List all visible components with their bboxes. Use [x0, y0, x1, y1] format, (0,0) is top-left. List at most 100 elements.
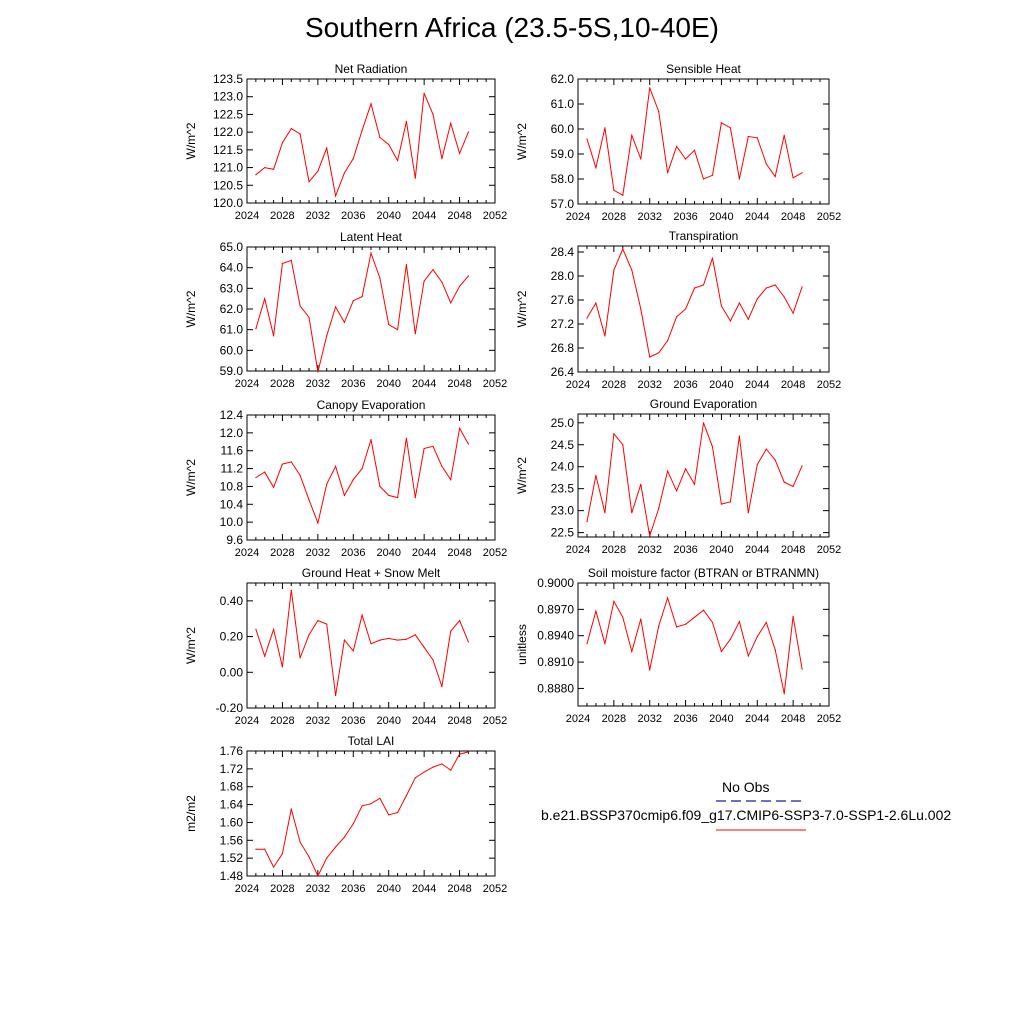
panel-2-ytick-label: 57.0 [551, 197, 575, 211]
panel-7-point [317, 619, 319, 622]
panel-9-point [335, 846, 337, 848]
panel-2-point [747, 135, 749, 138]
panel-2-point [685, 158, 687, 160]
panel-8-point [711, 621, 714, 624]
panel-9-xtick-label: 2036 [341, 883, 365, 895]
panel-9-point [397, 812, 399, 814]
panel-7-ylabel: W/m^2 [184, 627, 198, 664]
panel-4-point [595, 302, 597, 304]
panel-8-point [738, 621, 741, 623]
panel-7-point [299, 657, 301, 659]
panel-3-point [405, 264, 407, 266]
panel-3-point [441, 281, 443, 283]
panel-3-xtick-label: 2032 [306, 378, 330, 390]
panel-4-point [604, 335, 606, 337]
panel-3-point [308, 316, 310, 318]
panel-8-xtick-label: 2036 [673, 713, 697, 725]
panel-3-point [450, 302, 452, 304]
panel-1-xtick-label: 2024 [235, 210, 259, 222]
panel-1-xtick-label: 2028 [270, 210, 294, 222]
panel-6-ylabel: W/m^2 [515, 457, 529, 494]
panel-6-point [702, 422, 705, 424]
panel-2-xtick-label: 2040 [709, 211, 733, 223]
panel-2-point [667, 172, 669, 174]
panel-7-xtick-label: 2040 [376, 715, 400, 727]
panel-8-point [774, 649, 776, 651]
panel-5-ytick-label: 10.0 [220, 515, 244, 529]
panel-1-point [450, 122, 452, 124]
panel-5-xtick-label: 2036 [341, 547, 365, 559]
panel-2-point [801, 172, 803, 174]
panel-5-series-line [255, 426, 469, 525]
panel-8-xtick-label: 2052 [817, 713, 841, 725]
panel-7-point [450, 630, 452, 632]
panel-5-point [255, 476, 257, 479]
panel-1-point [379, 136, 381, 139]
panel-9-point [370, 803, 372, 805]
panel-5-xtick-label: 2032 [306, 547, 330, 559]
panel-6-point [792, 485, 794, 488]
panel-7-point [255, 628, 257, 631]
panel-9-point [441, 763, 443, 765]
panel-8-ytick-label: 0.9000 [537, 576, 574, 590]
panel-7-title: Ground Heat + Snow Melt [302, 566, 441, 580]
panel-3-point [281, 262, 283, 265]
panel-3-ytick-label: 62.0 [220, 302, 244, 316]
panel-7-point [343, 639, 345, 641]
panel-7-xtick-label: 2048 [447, 715, 471, 727]
panel-4-point [720, 305, 723, 307]
panel-4-point [640, 308, 642, 310]
panel-3-point [397, 329, 399, 331]
panel-7-point [459, 619, 461, 622]
panel-1-point [459, 152, 461, 154]
panel-4-ytick-label: 27.6 [551, 293, 575, 307]
panel-3-xtick-label: 2048 [447, 378, 471, 390]
panel-9-point [317, 875, 319, 877]
panel-3-ytick-label: 60.0 [220, 343, 244, 357]
panel-2-point [595, 167, 597, 169]
panel-9-point [423, 771, 425, 773]
panel-2-point [765, 163, 767, 165]
panel-5-point [343, 494, 345, 496]
panel-6-xtick-label: 2040 [709, 544, 733, 556]
panel-9-point [308, 856, 310, 858]
panel-2-ytick-label: 62.0 [551, 72, 575, 86]
panel-7-xtick-label: 2028 [270, 715, 294, 727]
panel-8-point [640, 618, 642, 620]
panel-5-xtick-label: 2044 [412, 547, 436, 559]
panel-4-ytick-label: 26.8 [551, 341, 575, 355]
panel-9-xtick-label: 2024 [235, 883, 259, 895]
panel-9-point [290, 808, 292, 810]
panel-8-ytick-label: 0.8940 [537, 629, 574, 643]
panel-4-xtick-label: 2040 [709, 379, 733, 391]
panel-7-point [405, 638, 407, 640]
panel-5-point [370, 439, 372, 441]
panel-4-point [756, 298, 758, 300]
panel-8-point [756, 636, 758, 638]
panel-6-point [640, 483, 642, 485]
panel-3-ytick-label: 63.0 [220, 281, 244, 295]
panel-8-xtick-label: 2048 [781, 713, 805, 725]
panel-8-point [649, 669, 651, 671]
panel-8-frame [577, 582, 830, 707]
panel-5-point [397, 497, 399, 499]
panel-2-point [676, 145, 678, 148]
panel-9-point [273, 866, 275, 868]
panel-6-point [685, 468, 687, 470]
panel-2-point [711, 174, 714, 176]
panel-8-point [595, 610, 597, 612]
panel-3-series-line [255, 251, 469, 373]
panel-7-xtick-label: 2032 [306, 715, 330, 727]
panel-7-point [361, 614, 363, 616]
panel-7-point [467, 641, 469, 643]
panel-5-xtick-label: 2052 [483, 547, 507, 559]
panel-1-ylabel: W/m^2 [184, 122, 198, 159]
panel-3-title: Latent Heat [340, 230, 403, 244]
panel-4-ylabel: W/m^2 [515, 290, 529, 327]
panel-3-ytick-label: 65.0 [220, 240, 244, 254]
panel-2-point [702, 178, 705, 180]
panel-5-point [432, 445, 434, 447]
panel-3-point [423, 280, 425, 282]
panel-5-point [361, 468, 363, 470]
panel-1-point [423, 92, 425, 94]
